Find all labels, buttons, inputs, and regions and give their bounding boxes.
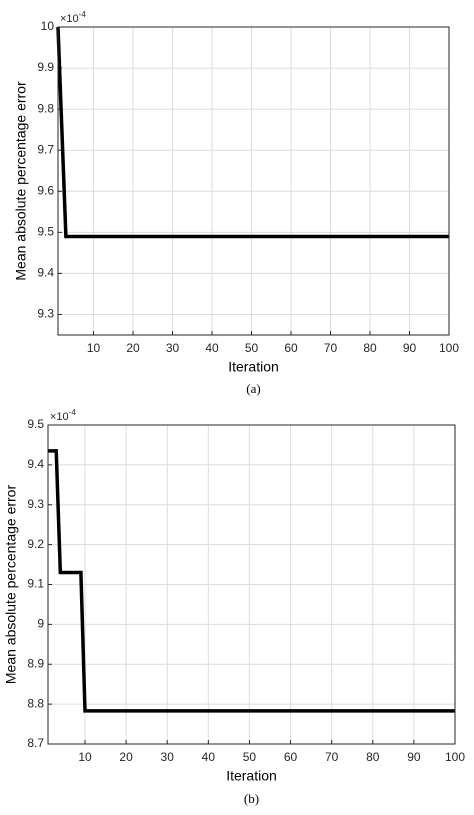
x-tick-label: 90 — [407, 750, 421, 764]
x-tick-label: 60 — [284, 750, 298, 764]
y-tick-label: 9.6 — [37, 183, 54, 197]
y-tick-label: 9.8 — [37, 101, 54, 115]
y-tick-label: 9.4 — [27, 457, 44, 471]
x-tick-label: 100 — [439, 341, 459, 355]
x-tick-label: 30 — [161, 750, 175, 764]
x-tick-label: 40 — [202, 750, 216, 764]
x-tick-label: 50 — [245, 341, 259, 355]
x-tick-label: 70 — [325, 750, 339, 764]
y-tick-label: 8.8 — [27, 696, 44, 710]
y-multiplier: ×10-4 — [50, 408, 76, 423]
y-tick-label: 9.7 — [37, 142, 54, 156]
y-multiplier: ×10-4 — [60, 10, 86, 25]
caption: (b) — [244, 791, 259, 806]
y-tick-label: 9.4 — [37, 266, 54, 280]
y-tick-label: 10 — [41, 19, 55, 33]
x-tick-label: 10 — [78, 750, 92, 764]
x-tick-label: 30 — [166, 341, 180, 355]
x-tick-label: 50 — [243, 750, 257, 764]
data-line — [48, 449, 455, 713]
x-axis-label: Iteration — [228, 359, 279, 375]
x-tick-label: 20 — [119, 750, 133, 764]
axes-box — [47, 424, 456, 745]
x-tick-label: 90 — [403, 341, 417, 355]
y-axis-label: Mean absolute percentage error — [3, 485, 19, 685]
y-multiplier-base: ×10 — [60, 13, 79, 25]
x-axis-label: Iteration — [226, 768, 277, 784]
y-tick-label: 9.3 — [37, 307, 54, 321]
x-tick-label: 10 — [87, 341, 101, 355]
y-tick-label: 9.5 — [37, 225, 54, 239]
y-tick-label: 8.7 — [27, 736, 44, 750]
caption: (a) — [246, 381, 260, 396]
x-tick-label: 100 — [445, 750, 465, 764]
y-multiplier-exp: -4 — [69, 408, 77, 417]
y-tick-label: 9.9 — [37, 60, 54, 74]
x-tick-label: 20 — [126, 341, 140, 355]
y-tick-label: 9 — [37, 617, 44, 631]
y-tick-label: 9.2 — [27, 537, 44, 551]
x-tick-label: 40 — [205, 341, 219, 355]
x-tick-label: 60 — [284, 341, 298, 355]
y-tick-label: 8.9 — [27, 656, 44, 670]
x-tick-label: 80 — [363, 341, 377, 355]
y-tick-label: 9.1 — [27, 577, 44, 591]
x-tick-label: 70 — [324, 341, 338, 355]
y-axis-label: Mean absolute percentage error — [13, 81, 29, 281]
axes-box — [57, 26, 450, 336]
y-multiplier-exp: -4 — [79, 10, 87, 19]
plot-area — [58, 27, 449, 335]
y-tick-label: 9.5 — [27, 417, 44, 431]
y-tick-label: 9.3 — [27, 497, 44, 511]
x-tick-label: 80 — [366, 750, 380, 764]
y-multiplier-base: ×10 — [50, 411, 69, 423]
data-line — [56, 26, 449, 239]
